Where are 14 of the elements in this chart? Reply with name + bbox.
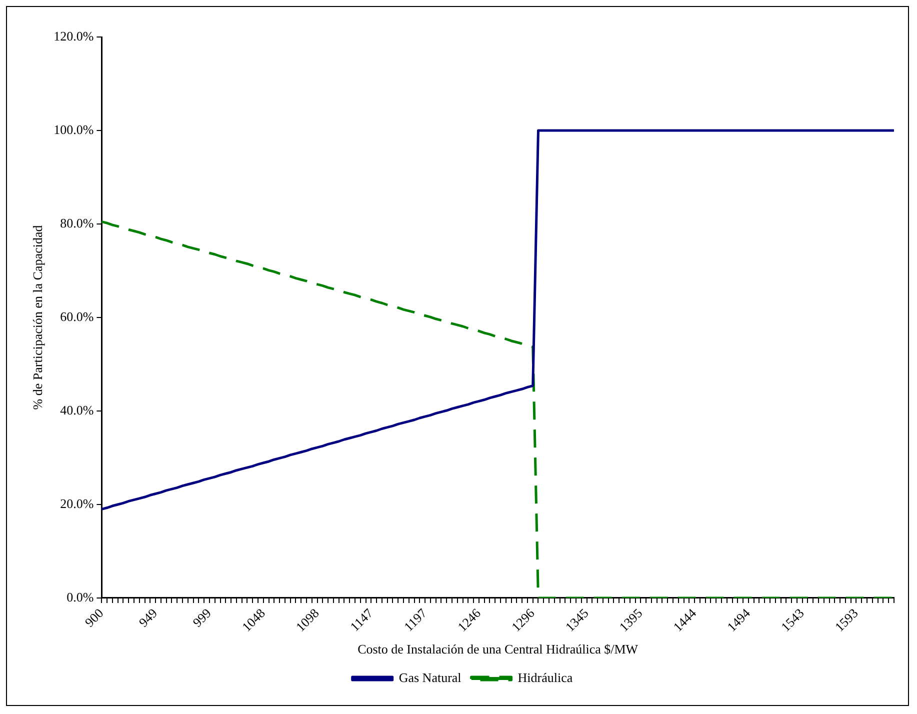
legend-label: Hidráulica	[518, 670, 573, 685]
y-tick-label: 0.0%	[66, 589, 94, 604]
x-tick-label: 900	[82, 605, 106, 630]
x-tick-label: 949	[136, 605, 160, 630]
y-tick-label: 80.0%	[60, 215, 94, 230]
y-axis-title: % de Participación en la Capacidad	[30, 224, 46, 410]
y-tick-label: 100.0%	[54, 122, 94, 137]
y-tick-label: 60.0%	[60, 308, 94, 324]
y-tick-label: 20.0%	[60, 496, 94, 511]
x-tick-label: 999	[190, 605, 214, 630]
y-tick-label: 40.0%	[60, 402, 94, 418]
legend-label: Gas Natural	[398, 670, 462, 685]
y-tick-label: 120.0%	[54, 28, 94, 44]
x-axis-title: Costo de Instalación de una Central Hidraúlica $/MW	[358, 642, 639, 657]
